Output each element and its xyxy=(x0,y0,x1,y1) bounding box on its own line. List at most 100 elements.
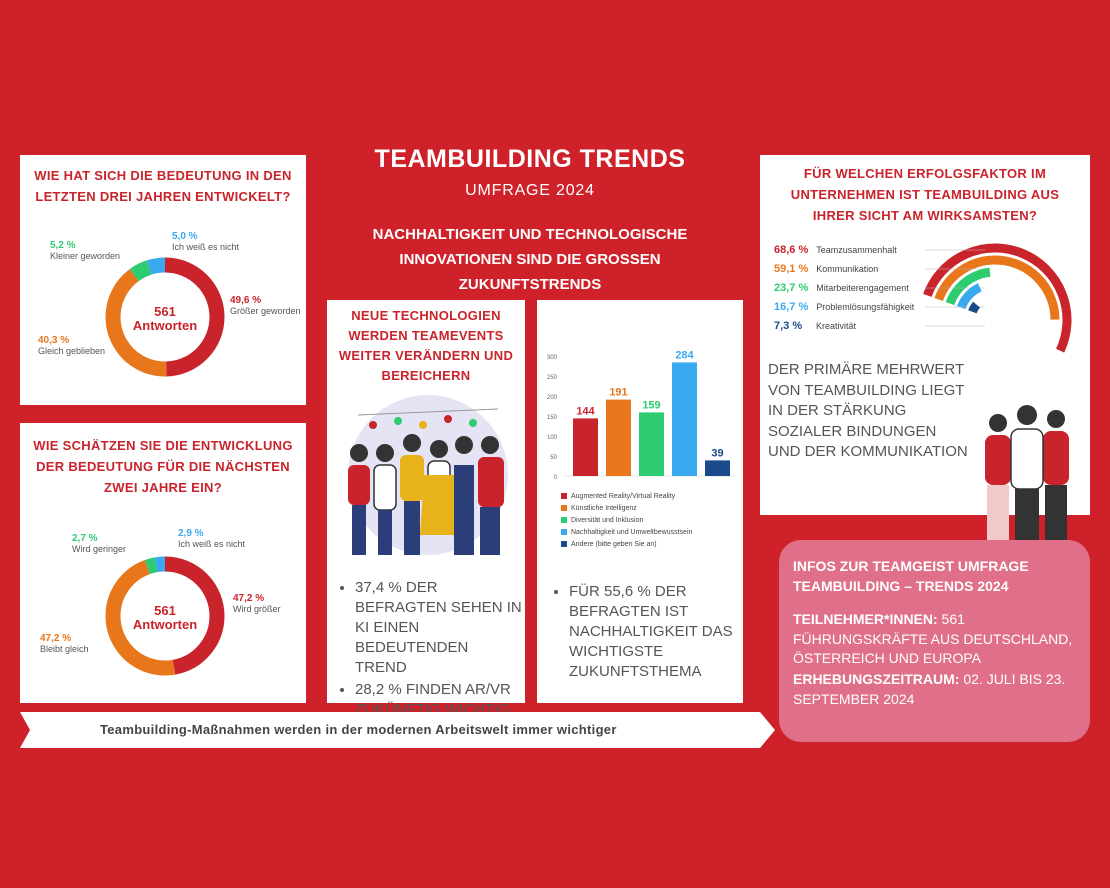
donut1-text-red: Größer geworden xyxy=(230,306,301,316)
bar-chart: 0 50 100 150 200 250 300 144 191 159 284 39 xyxy=(547,349,737,481)
donut1-center: 561 Antworten xyxy=(115,305,215,333)
legend-label: Diversität und Inklusion xyxy=(571,516,644,524)
donut2-center: 561 Antworten xyxy=(115,604,215,632)
donut2-label-blue: 2,9 % Ich weiß es nicht xyxy=(178,528,245,549)
banner-shape xyxy=(20,712,775,748)
donut2-text-green: Wird geringer xyxy=(72,544,127,554)
radial-arc-0 xyxy=(923,243,1072,353)
donut2-label-green: 2,7 % Wird geringer xyxy=(72,533,126,554)
donut1-slice-3 xyxy=(105,257,225,377)
donut2-pct-orange: 47,2 % xyxy=(40,633,72,644)
bar-ytick: 0 xyxy=(554,475,558,481)
radial-pct: 23,7 % xyxy=(774,282,809,294)
bar-0 xyxy=(573,418,598,476)
card4-bullet-1: FÜR 55,6 % DER BEFRAGTEN IST NACHHALTIGK… xyxy=(569,582,737,682)
radial-label-3: 16,7 % Problemlösungsfähigkeit xyxy=(774,301,914,313)
radial-category: Mitarbeiterengagement xyxy=(816,283,909,293)
card4-bullets: FÜR 55,6 % DER BEFRAGTEN IST NACHHALTIGK… xyxy=(551,582,737,682)
donut1-total-label: Antworten xyxy=(132,318,198,333)
radial-pct: 68,6 % xyxy=(774,244,809,256)
radial-label-1: 59,1 % Kommunikation xyxy=(774,263,878,275)
legend-swatch xyxy=(561,529,567,535)
bar-label-0: 144 xyxy=(576,405,595,417)
card-future-development: WIE SCHÄTZEN SIE DIE ENTWICKLUNG DER BED… xyxy=(20,423,306,703)
radial-pct: 7,3 % xyxy=(774,320,803,332)
card3-title: NEUE TECHNOLOGIEN WERDEN TEAMEVENTS WEIT… xyxy=(338,308,514,383)
donut1-slice-1 xyxy=(105,257,225,377)
donut2-text-red: Wird größer xyxy=(233,604,281,614)
donut1-pct-green: 5,2 % xyxy=(50,240,76,251)
card1-title: WIE HAT SICH DIE BEDEUTUNG IN DEN LETZTE… xyxy=(34,168,292,204)
legend-label: Andere (bitte geben Sie an) xyxy=(571,540,657,548)
bar-2 xyxy=(639,412,664,476)
donut1-label-red: 49,6 % Größer geworden xyxy=(230,295,301,316)
donut-chart-2 xyxy=(105,556,225,676)
radial-pct: 16,7 % xyxy=(774,301,809,313)
bar-legend-item: Andere (bitte geben Sie an) xyxy=(561,538,741,550)
radial-pct: 59,1 % xyxy=(774,263,809,275)
info-participants-text: 561 FÜHRUNGSKRÄFTE AUS DEUTSCHLAND, ÖSTE… xyxy=(793,611,1073,666)
bar-1 xyxy=(606,399,631,476)
info-participants-label: TEILNEHMER*INNEN: xyxy=(793,611,938,627)
card-success-factor: FÜR WELCHEN ERFOLGSFAKTOR IM UNTERNEHMEN… xyxy=(760,155,1090,541)
donut2-text-orange: Bleibt gleich xyxy=(40,644,89,654)
donut1-pct-red: 49,6 % xyxy=(230,295,262,306)
donut1-pct-blue: 5,0 % xyxy=(172,231,198,242)
donut1-text-orange: Gleich geblieben xyxy=(38,346,106,356)
radial-arc-2 xyxy=(945,267,991,306)
bar-chart-legend: Augmented Reality/Virtual Reality Künstli… xyxy=(561,490,741,550)
bar-label-2: 159 xyxy=(642,399,660,411)
bar-label-3: 284 xyxy=(675,349,694,361)
bar-label-1: 191 xyxy=(609,387,627,399)
info-period-text: 02. JULI BIS 23. SEPTEMBER 2024 xyxy=(793,670,1066,707)
bar-4 xyxy=(705,460,730,476)
donut2-label-orange: 47,2 % Bleibt gleich xyxy=(40,633,89,654)
radial-bar-chart xyxy=(923,243,1072,353)
info-period: ERHEBUNGSZEITRAUM: 02. JULI BIS 23. SEPT… xyxy=(793,669,1076,709)
info-title: INFOS ZUR TEAMGEIST UMFRAGE TEAMBUILDING… xyxy=(793,558,1029,594)
radial-label-0: 68,6 % Teamzusammenhalt xyxy=(774,244,897,256)
donut1-text-green: Kleiner geworden xyxy=(50,251,121,261)
donut2-pct-green: 2,7 % xyxy=(72,533,98,544)
radial-category: Kommunikation xyxy=(816,264,879,274)
people-hug-illustration xyxy=(985,405,1069,541)
card2-title: WIE SCHÄTZEN SIE DIE ENTWICKLUNG DER BED… xyxy=(33,438,293,495)
bar-label-4: 39 xyxy=(711,447,723,459)
bar-legend-item: Augmented Reality/Virtual Reality xyxy=(561,490,741,502)
donut2-label-red: 47,2 % Wird größer xyxy=(233,593,281,614)
bar-3 xyxy=(672,362,697,476)
donut2-pct-blue: 2,9 % xyxy=(178,528,204,539)
donut-chart-1 xyxy=(105,257,225,377)
donut1-pct-orange: 40,3 % xyxy=(38,335,70,346)
card5-text: DER PRIMÄRE MEHRWERT VON TEAMBUILDING LI… xyxy=(768,361,968,460)
donut1-total: 561 xyxy=(154,304,176,319)
radial-label-4: 7,3 % Kreativität xyxy=(774,320,856,332)
card-bar-chart: 0 50 100 150 200 250 300 144 191 159 284 39 Augment… xyxy=(537,300,743,703)
page-tagline: NACHHALTIGKEIT UND TECHNOLOGISCHE INNOVA… xyxy=(372,226,688,293)
bar-ytick: 150 xyxy=(547,415,558,421)
donut2-total: 561 xyxy=(154,603,176,618)
banner-text: Teambuilding-Maßnahmen werden in der mod… xyxy=(100,722,617,737)
donut2-pct-red: 47,2 % xyxy=(233,593,265,604)
bar-legend-item: Diversität und Inklusion xyxy=(561,514,741,526)
card-new-technologies: NEUE TECHNOLOGIEN WERDEN TEAMEVENTS WEIT… xyxy=(327,300,525,718)
card3-bullets: 37,4 % DER BEFRAGTEN SEHEN IN KI EINEN B… xyxy=(337,578,523,720)
donut1-label-blue: 5,0 % Ich weiß es nicht xyxy=(172,231,239,252)
card5-title: FÜR WELCHEN ERFOLGSFAKTOR IM UNTERNEHMEN… xyxy=(790,166,1060,223)
radial-label-2: 23,7 % Mitarbeiterengagement xyxy=(774,282,909,294)
legend-swatch xyxy=(561,517,567,523)
donut2-slice-1 xyxy=(105,556,225,676)
bar-ytick: 250 xyxy=(547,375,558,381)
legend-swatch xyxy=(561,505,567,511)
card-past-development: WIE HAT SICH DIE BEDEUTUNG IN DEN LETZTE… xyxy=(20,155,306,405)
legend-label: Künstliche Intelligenz xyxy=(571,504,637,512)
team-illustration xyxy=(348,395,508,555)
card3-bullet-1: 37,4 % DER BEFRAGTEN SEHEN IN KI EINEN B… xyxy=(355,578,523,678)
legend-swatch xyxy=(561,541,567,547)
bar-legend-item: Künstliche Intelligenz xyxy=(561,502,741,514)
legend-swatch xyxy=(561,493,567,499)
donut2-text-blue: Ich weiß es nicht xyxy=(178,539,246,549)
page-subtitle: UMFRAGE 2024 xyxy=(465,182,595,199)
legend-label: Augmented Reality/Virtual Reality xyxy=(571,492,676,500)
radial-arc-3 xyxy=(956,283,982,310)
